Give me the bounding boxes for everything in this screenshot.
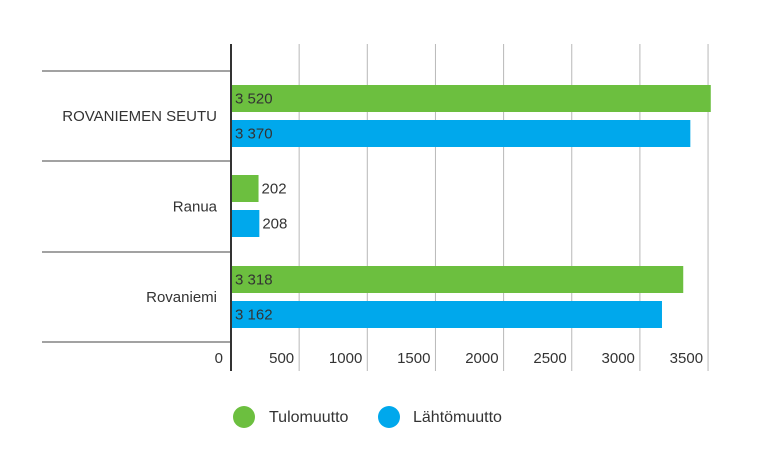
x-tick-label-1500: 1500 [397,350,430,367]
bar-label-tulomuutto-ranua: 202 [262,181,287,198]
bar-label-l-ht-muutto-rovaniemen-seutu: 3 370 [235,126,273,143]
x-tick-label-500: 500 [269,350,294,367]
category-separators [42,70,231,343]
x-tick-label-2500: 2500 [533,350,566,367]
legend-label-l-ht-muutto: Lähtömuutto [413,409,502,426]
x-tick-label-3000: 3000 [602,350,635,367]
legend-item-l-ht-muutto: Lähtömuutto [378,406,502,428]
x-tick-labels: 0 500 1000 1500 2000 2500 3000 3500 [215,350,703,367]
bar-tulomuutto-ranua [231,175,259,202]
category-label-ranua: Ranua [173,199,218,216]
category-labels: ROVANIEMEN SEUTU Ranua Rovaniemi [62,108,217,306]
x-tick-label-1000: 1000 [329,350,362,367]
x-tick-label-0: 0 [215,350,223,367]
bar-value-labels: 3 520 3 370 202 208 3 318 3 162 [235,91,287,324]
category-label-rovaniemi: Rovaniemi [146,289,217,306]
legend: Tulomuutto Lähtömuutto [233,406,502,428]
category-label-rovaniemen-seutu: ROVANIEMEN SEUTU [62,108,217,125]
bar-label-tulomuutto-rovaniemi: 3 318 [235,272,273,289]
x-tick-label-2000: 2000 [465,350,498,367]
bar-l-ht-muutto-rovaniemi [231,301,662,328]
bar-label-l-ht-muutto-rovaniemi: 3 162 [235,307,273,324]
x-tick-label-3500: 3500 [670,350,703,367]
bar-l-ht-muutto-rovaniemen-seutu [231,120,691,147]
legend-item-tulomuutto: Tulomuutto [233,406,349,428]
legend-label-tulomuutto: Tulomuutto [269,409,349,426]
legend-marker-l-ht-muutto [378,406,400,428]
bar-tulomuutto-rovaniemi [231,266,684,293]
bar-l-ht-muutto-ranua [231,210,260,237]
bars [231,85,711,328]
bar-label-l-ht-muutto-ranua: 208 [262,216,287,233]
bar-tulomuutto-rovaniemen-seutu [231,85,711,112]
bar-label-tulomuutto-rovaniemen-seutu: 3 520 [235,91,273,108]
legend-marker-tulomuutto [233,406,255,428]
